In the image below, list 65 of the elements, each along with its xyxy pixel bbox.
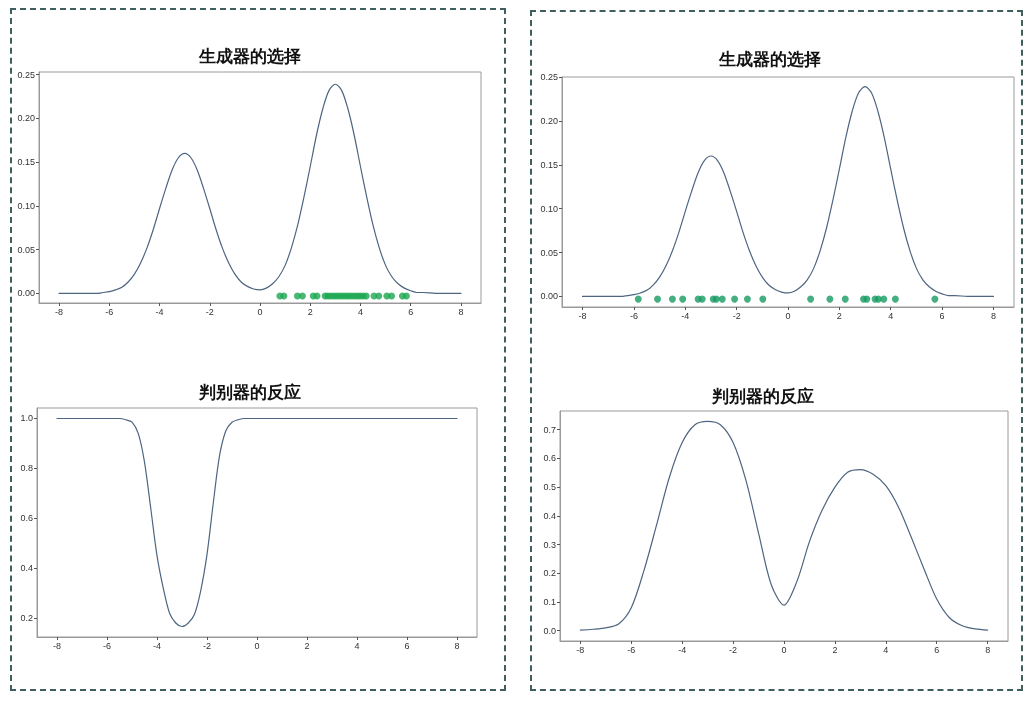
- y-tick-label: 0.4: [20, 563, 33, 574]
- y-tick-label: 0.6: [543, 453, 556, 464]
- x-tick-label: -6: [102, 640, 112, 651]
- y-tick-label: 0.6: [20, 513, 33, 524]
- x-tick-label: -4: [152, 640, 162, 651]
- x-tick-label: 2: [304, 640, 310, 651]
- x-tick-label: -2: [205, 306, 214, 317]
- chart-title: 判别器的反应: [198, 383, 301, 402]
- x-tick-label: -2: [729, 644, 738, 655]
- x-tick-label: -6: [105, 306, 114, 317]
- x-tick-label: 8: [990, 310, 996, 321]
- x-tick-label: -4: [681, 310, 690, 321]
- y-tick-label: 0.10: [17, 200, 35, 211]
- y-tick-label: 0.1: [543, 596, 556, 607]
- x-tick-label: 8: [985, 644, 991, 655]
- y-tick-label: 0.15: [17, 157, 35, 168]
- y-tick-label: 0.7: [543, 424, 556, 435]
- x-tick-label: 0: [254, 640, 260, 651]
- x-tick-label: 0: [781, 644, 787, 655]
- x-tick-label: -2: [202, 640, 212, 651]
- y-tick-label: 0.00: [540, 291, 558, 302]
- x-tick-label: 2: [836, 310, 842, 321]
- x-tick-label: 8: [454, 640, 460, 651]
- y-tick-label: 0.20: [540, 115, 558, 126]
- x-tick-label: 6: [408, 306, 414, 317]
- y-tick-label: 0.4: [543, 510, 556, 521]
- y-tick-label: 0.05: [17, 244, 35, 255]
- x-tick-label: -4: [155, 306, 164, 317]
- y-tick-label: 0.25: [540, 72, 558, 82]
- x-tick-label: 4: [883, 644, 889, 655]
- x-tick-label: -8: [576, 644, 585, 655]
- y-tick-label: 0.05: [540, 247, 558, 258]
- x-tick-label: -8: [55, 306, 64, 317]
- y-tick-label: 0.10: [540, 203, 558, 214]
- x-tick-label: -4: [678, 644, 687, 655]
- x-tick-label: -8: [578, 310, 587, 321]
- y-tick-label: 0.00: [17, 288, 35, 299]
- chart-title: 判别器的反应: [711, 387, 814, 406]
- x-tick-label: 0: [257, 306, 263, 317]
- x-tick-label: -2: [732, 310, 741, 321]
- x-tick-label: 8: [458, 306, 464, 317]
- y-tick-label: 0.8: [20, 463, 33, 474]
- y-tick-label: 0.0: [543, 625, 556, 636]
- x-tick-label: 6: [404, 640, 410, 651]
- y-tick-label: 1.0: [20, 413, 33, 424]
- x-tick-label: 2: [832, 644, 838, 655]
- x-tick-label: 4: [888, 310, 894, 321]
- x-tick-label: 4: [357, 306, 363, 317]
- x-tick-label: 6: [934, 644, 940, 655]
- x-tick-label: -6: [629, 310, 638, 321]
- x-tick-label: -8: [52, 640, 62, 651]
- x-tick-label: 2: [307, 306, 313, 317]
- y-tick-label: 0.5: [543, 482, 556, 493]
- x-tick-label: -6: [627, 644, 636, 655]
- x-tick-label: 6: [939, 310, 945, 321]
- y-tick-label: 0.2: [543, 568, 556, 579]
- y-tick-label: 0.25: [17, 69, 35, 80]
- y-tick-label: 0.2: [20, 613, 33, 624]
- y-tick-label: 0.3: [543, 539, 556, 550]
- chart-title: 生成器的选择: [198, 47, 301, 66]
- x-tick-label: 4: [354, 640, 360, 651]
- y-tick-label: 0.15: [540, 159, 558, 170]
- y-tick-label: 0.20: [17, 113, 35, 124]
- chart-title: 生成器的选择: [718, 50, 821, 69]
- x-tick-label: 0: [785, 310, 791, 321]
